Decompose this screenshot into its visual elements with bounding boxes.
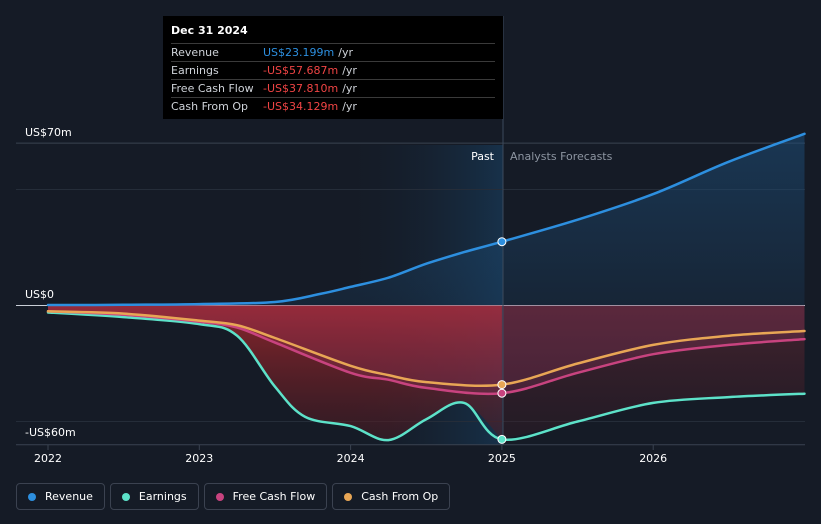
series-line-cash-from-op [46,310,806,387]
past-label: Past [471,150,495,163]
tooltip-value: -US$37.810m [263,82,339,95]
legend-label: Revenue [45,490,93,503]
legend-free-cash-flow[interactable]: Free Cash Flow [203,483,328,510]
legend-dot-icon [215,492,224,501]
legend-revenue[interactable]: Revenue [16,483,105,510]
tooltip-name: Earnings [171,64,219,77]
tooltip-date: Dec 31 2024 [171,22,495,44]
tooltip-unit: /yr [342,82,357,95]
tooltip-value: -US$34.129m [263,100,339,113]
tooltip-row-free-cash-flow: Free Cash Flow -US$37.810m /yr [171,80,495,98]
marker-free-cash-flow [497,388,507,398]
tooltip-row-earnings: Earnings -US$57.687m /yr [171,62,495,80]
x-tick-label: 2025 [488,452,516,465]
revenue-area [48,133,805,306]
legend-earnings[interactable]: Earnings [109,483,199,510]
x-axis-ticks: 2022 2023 2024 2025 2026 [34,445,667,465]
tooltip-name: Revenue [171,46,219,59]
y-axis-top-label: US$70m [25,126,72,139]
series-line-revenue [46,132,806,307]
free-cash-flow-area [48,305,805,394]
x-tick-label: 2024 [337,452,365,465]
tooltip-unit: /yr [342,64,357,77]
tooltip-row-revenue: Revenue US$23.199m /yr [171,44,495,62]
x-tick-label: 2026 [639,452,667,465]
tooltip: Dec 31 2024 Revenue US$23.199m /yr Earni… [163,16,503,119]
area-fills [48,133,805,441]
forecast-label: Analysts Forecasts [510,150,613,163]
tooltip-row-cash-from-op: Cash From Op -US$34.129m /yr [171,98,495,115]
legend-label: Earnings [138,490,187,503]
tooltip-unit: /yr [338,46,353,59]
series-line-earnings [46,311,806,442]
y-axis-bottom-label: -US$60m [25,426,76,439]
x-tick-label: 2022 [34,452,62,465]
earnings-area-forecast [501,305,805,440]
marker-revenue [497,237,507,247]
marker-cash-from-op [497,380,507,390]
tooltip-value: US$23.199m [263,46,335,59]
tooltip-value: -US$57.687m [263,64,339,77]
tooltip-name: Cash From Op [171,100,249,113]
y-axis-zero-label: US$0 [25,288,54,301]
tooltip-name: Free Cash Flow [171,82,254,95]
legend-dot-icon [121,492,130,501]
hover-markers [497,237,507,444]
tooltip-unit: /yr [342,100,357,113]
legend-label: Cash From Op [361,490,439,503]
legend-dot-icon [28,492,36,501]
legend: Revenue Earnings Free Cash Flow Cash Fro… [16,483,451,510]
x-tick-label: 2023 [185,452,213,465]
marker-earnings [497,434,507,444]
earnings-area-past [48,305,502,441]
legend-dot-icon [344,492,353,501]
series-lines [46,132,806,442]
legend-cash-from-op[interactable]: Cash From Op [332,483,451,510]
legend-label: Free Cash Flow [232,490,316,503]
